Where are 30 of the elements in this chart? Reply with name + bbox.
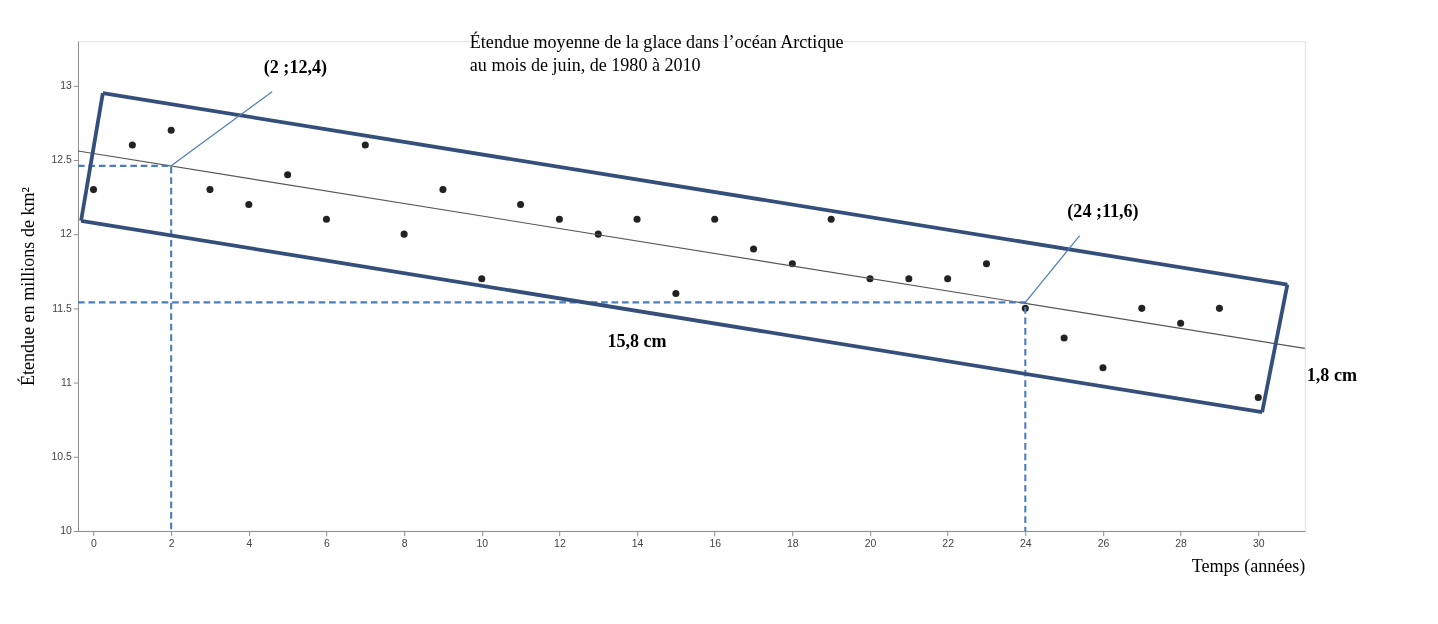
x-tick-label: 18 (787, 537, 799, 549)
x-tick-label: 22 (942, 537, 955, 549)
annotation: (2 ;12,4) (263, 57, 328, 79)
y-tick-label: 11.5 (52, 302, 72, 314)
x-tick-label: 16 (709, 537, 722, 549)
x-tick-label: 20 (864, 537, 877, 549)
x-tick-label: 0 (91, 537, 98, 549)
y-tick-label: 12 (60, 228, 72, 240)
y-tick-label: 13 (60, 80, 72, 92)
x-tick-label: 4 (246, 537, 253, 549)
y-tick-label: 10 (60, 525, 72, 537)
x-tick-label: 24 (1019, 537, 1032, 549)
x-tick-label: 26 (1097, 537, 1110, 549)
x-tick-label: 30 (1252, 537, 1265, 549)
x-tick-label: 10 (476, 537, 489, 549)
x-tick-label: 2 (168, 537, 175, 549)
x-tick-label: 14 (631, 537, 644, 549)
text: 1,8 cm (1306, 364, 1357, 385)
y-tick-label: 10.5 (51, 451, 72, 463)
chart-title: Étendue moyenne de la glace dans l’océan Arctique au mois de juin, de 1980 à 2010 (469, 30, 844, 75)
annotation: 15,8 cm (607, 330, 667, 351)
x-tick-label: 12 (554, 537, 566, 549)
x-axis-title: Temps (années) (1191, 556, 1306, 578)
x-tick-label: 6 (324, 537, 331, 549)
x-tick-label: 8 (401, 537, 408, 549)
x-tick-label: 28 (1175, 537, 1188, 549)
annotation: (24 ;11,6) (1067, 200, 1139, 222)
y-tick-label: 11 (60, 376, 72, 388)
y-axis-title: Étendue en millions de km² (17, 187, 39, 387)
y-tick-label: 12.5 (51, 154, 72, 166)
